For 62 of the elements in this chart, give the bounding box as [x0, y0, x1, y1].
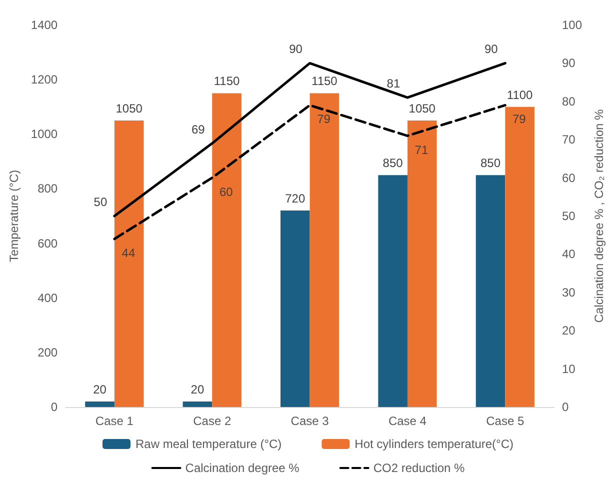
y-tick-label: 1400 — [30, 18, 58, 32]
bar — [378, 175, 408, 407]
bar — [476, 175, 506, 407]
legend-label: Calcination degree % — [185, 461, 300, 475]
bar — [114, 120, 144, 407]
y2-tick-label: 10 — [562, 362, 576, 376]
x-tick-label: Case 4 — [388, 414, 427, 428]
bar — [212, 93, 242, 407]
data-label: 20 — [93, 382, 107, 397]
data-label: 20 — [190, 382, 204, 397]
data-label: 81 — [386, 76, 400, 91]
line-series — [113, 104, 506, 240]
y2-tick-label: 50 — [562, 209, 576, 223]
data-label: 50 — [94, 195, 108, 209]
data-label: 90 — [484, 42, 498, 56]
data-label: 69 — [191, 122, 206, 136]
line-series — [113, 62, 506, 218]
y-axis-title: Temperature (°C) — [7, 170, 21, 262]
legend-label: Hot cylinders temperature(°C) — [354, 437, 514, 451]
bar — [280, 210, 310, 407]
data-label: 850 — [480, 156, 501, 170]
data-label: 44 — [122, 246, 136, 260]
y-tick-label: 400 — [38, 290, 58, 305]
legend-label: CO2 reduction % — [373, 461, 466, 475]
y2-tick-label: 80 — [562, 94, 576, 108]
data-label: 1050 — [116, 102, 143, 116]
y2-axis-title: Calcination degree % , CO₂ reduction % — [592, 108, 606, 323]
y-tick-label: 200 — [38, 345, 58, 360]
bar — [182, 402, 212, 407]
bar — [310, 93, 340, 407]
y2-tick-label: 40 — [562, 247, 576, 262]
y2-tick-label: 90 — [562, 56, 576, 70]
y2-tick-label: 20 — [562, 324, 576, 338]
data-label: 850 — [382, 156, 404, 170]
data-label: 79 — [317, 112, 331, 126]
data-label: 71 — [414, 142, 428, 157]
data-label: 1100 — [506, 88, 534, 102]
data-label: 60 — [219, 184, 234, 199]
y-tick-label: 1200 — [30, 72, 58, 87]
bar — [85, 402, 114, 407]
x-tick-label: Case 5 — [486, 414, 524, 428]
x-tick-label: Case 1 — [95, 414, 134, 428]
data-label: 90 — [289, 42, 303, 56]
bar — [407, 120, 437, 407]
data-label: 720 — [285, 192, 306, 206]
y-tick-label: 1000 — [30, 127, 58, 142]
bar — [505, 106, 534, 407]
data-label: 79 — [512, 112, 526, 126]
y2-tick-label: 70 — [562, 132, 576, 147]
data-label: 1150 — [312, 74, 338, 88]
y-tick-label: 800 — [38, 182, 58, 196]
x-tick-label: Case 3 — [290, 414, 330, 428]
data-label: 1150 — [214, 74, 240, 88]
x-tick-label: Case 2 — [193, 414, 232, 428]
y2-tick-label: 60 — [562, 170, 576, 185]
legend-label: Raw meal temperature (°C) — [135, 437, 282, 451]
data-label: 1050 — [408, 102, 436, 116]
y2-tick-label: 0 — [562, 400, 569, 414]
y-tick-label: 600 — [38, 236, 58, 250]
y2-tick-label: 100 — [562, 18, 582, 32]
y2-tick-label: 30 — [562, 285, 576, 300]
y-tick-label: 0 — [50, 400, 58, 414]
